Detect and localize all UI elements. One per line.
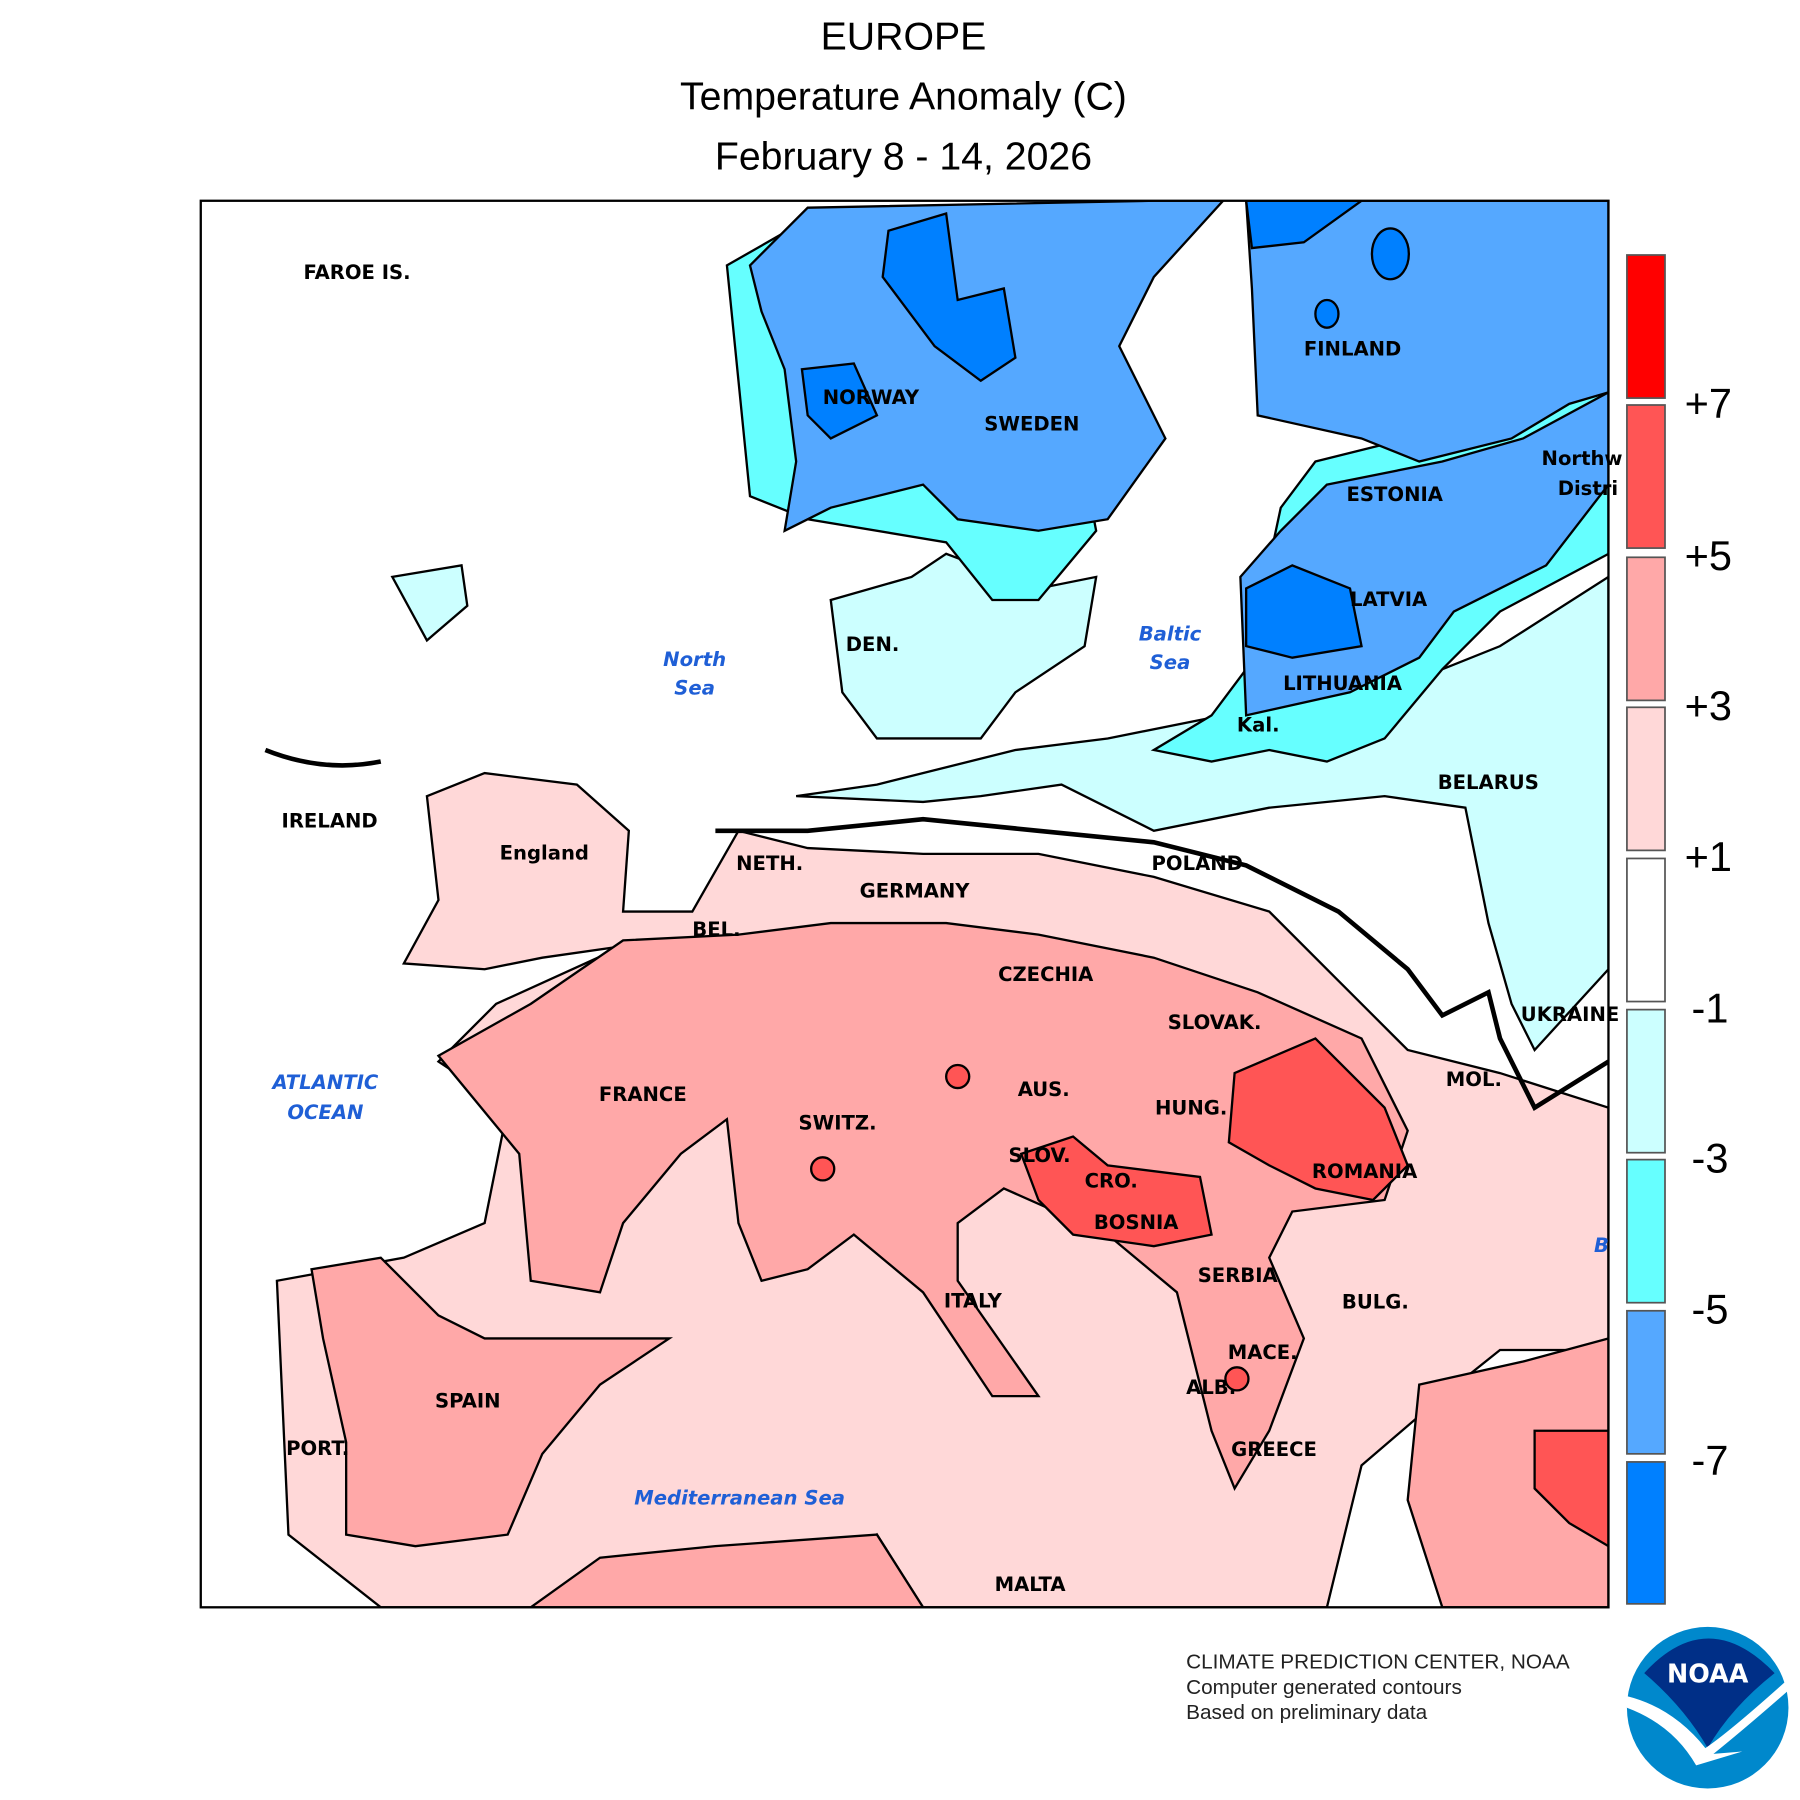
label-switzerland: SWITZ.: [798, 1112, 876, 1135]
colorbar-bin-neutral: [1626, 857, 1666, 1003]
colorbar-label: -7: [1692, 1437, 1729, 1484]
anomaly-zone-minus7: [881, 211, 1017, 383]
label-austria: AUS.: [1018, 1078, 1070, 1101]
colorbar-labels: +7 +5 +3 +1 -1 -3 -5 -7: [1685, 380, 1732, 1484]
colorbar-bin-gt7: [1626, 254, 1666, 399]
colorbar-label: -5: [1692, 1285, 1729, 1332]
sea-labels: North Sea Baltic Sea ATLANTIC OCEAN Medi…: [270, 622, 1609, 1509]
label-serbia: SERBIA: [1198, 1264, 1279, 1287]
colorbar-bin-m5-m7: [1626, 1309, 1666, 1455]
colorbar-bin-5-7: [1626, 404, 1666, 549]
title-region: EUROPE: [821, 15, 987, 59]
label-kaliningrad: Kal.: [1237, 714, 1280, 737]
noaa-logo: NOAA: [1626, 1626, 1789, 1789]
label-estonia: ESTONIA: [1347, 483, 1444, 506]
anomaly-zone-plus5-romania: [1227, 1037, 1410, 1202]
label-malta: MALTA: [995, 1573, 1067, 1596]
label-atlantic-2: OCEAN: [287, 1101, 363, 1124]
label-black-sea: B: [1594, 1234, 1609, 1257]
label-finland: FINLAND: [1304, 337, 1401, 360]
label-ireland: IRELAND: [282, 809, 378, 832]
label-macedonia: MACE.: [1228, 1341, 1298, 1364]
label-greece: GREECE: [1231, 1438, 1317, 1461]
label-baltic-sea-1: Baltic: [1139, 622, 1202, 645]
footer-note: Computer generated contours: [1186, 1676, 1462, 1699]
colorbar-bin-1-3: [1626, 706, 1666, 852]
colorbar: [1626, 254, 1666, 1605]
label-slovenia: SLOV.: [1008, 1144, 1070, 1167]
label-bosnia: BOSNIA: [1094, 1211, 1179, 1234]
anomaly-zone-minus5-finland: [1244, 200, 1609, 463]
colorbar-bin-lt-m7: [1626, 1461, 1666, 1605]
colorbar-bin-m1-m3: [1626, 1008, 1666, 1154]
label-portugal: PORT.: [286, 1437, 349, 1460]
anomaly-zone-minus1-scot: [390, 564, 469, 643]
label-croatia: CRO.: [1085, 1169, 1138, 1192]
label-atlantic-1: ATLANTIC: [270, 1071, 378, 1094]
noaa-logo-text: NOAA: [1667, 1658, 1749, 1688]
colorbar-label: +3: [1685, 682, 1732, 729]
label-slovakia: SLOVAK.: [1168, 1011, 1262, 1034]
label-netherlands: NETH.: [736, 852, 803, 875]
colorbar-bin-3-5: [1626, 556, 1666, 702]
anomaly-zone-plus3: [436, 921, 1409, 1492]
colorbar-label: +7: [1685, 380, 1732, 427]
label-sweden: SWEDEN: [984, 412, 1079, 435]
label-north-sea-2: Sea: [674, 677, 715, 700]
label-baltic-sea-2: Sea: [1150, 651, 1191, 674]
map-area: [200, 200, 1609, 1608]
label-faroe: FAROE IS.: [303, 261, 410, 284]
label-hungary: HUNG.: [1155, 1097, 1227, 1120]
label-ukraine: UKRAINE: [1521, 1003, 1620, 1026]
label-belarus: BELARUS: [1438, 771, 1539, 794]
label-north-sea-1: North: [663, 648, 726, 671]
label-romania: ROMANIA: [1312, 1160, 1418, 1183]
label-czechia: CZECHIA: [998, 963, 1094, 986]
label-germany: GERMANY: [860, 880, 971, 903]
anomaly-zone-plus3-iberia: [310, 1256, 674, 1548]
label-belgium: BEL.: [692, 918, 740, 941]
label-mediterranean: Mediterranean Sea: [634, 1487, 845, 1510]
label-england: England: [500, 842, 589, 865]
label-italy: ITALY: [944, 1289, 1003, 1312]
map-frame: [199, 199, 1610, 1609]
colorbar-bin-m3-m5: [1626, 1158, 1666, 1304]
label-lithuania: LITHUANIA: [1283, 672, 1403, 695]
country-labels: FAROE IS. NORWAY SWEDEN FINLAND ESTONIA …: [282, 261, 1623, 1596]
anomaly-zone-plus3-africa: [528, 1533, 925, 1608]
label-district: Distri: [1558, 477, 1618, 500]
label-norway: NORWAY: [823, 386, 920, 409]
footer-note-2: Based on preliminary data: [1186, 1701, 1428, 1724]
label-northwest: Northw: [1542, 447, 1623, 470]
anomaly-zone-plus5-turkey: [1533, 1429, 1609, 1548]
colorbar-label: -3: [1692, 1134, 1729, 1181]
title-dates: February 8 - 14, 2026: [715, 135, 1092, 179]
colorbar-label: +1: [1685, 833, 1732, 880]
label-denmark: DEN.: [846, 633, 900, 656]
colorbar-label: +5: [1685, 532, 1732, 579]
footer-source: CLIMATE PREDICTION CENTER, NOAA: [1186, 1650, 1570, 1673]
label-bulgaria: BULG.: [1342, 1290, 1409, 1313]
label-moldova: MOL.: [1446, 1068, 1502, 1091]
label-poland: POLAND: [1152, 852, 1243, 875]
title-variable: Temperature Anomaly (C): [680, 75, 1127, 119]
label-albania: ALB.: [1186, 1376, 1236, 1399]
anomaly-zone-plus3-turkey: [1406, 1337, 1609, 1608]
anomaly-zone-plus5-croatia: [1019, 1135, 1213, 1248]
label-spain: SPAIN: [435, 1390, 501, 1413]
colorbar-label: -1: [1692, 984, 1729, 1031]
label-france: FRANCE: [599, 1083, 687, 1106]
label-latvia: LATVIA: [1350, 588, 1428, 611]
